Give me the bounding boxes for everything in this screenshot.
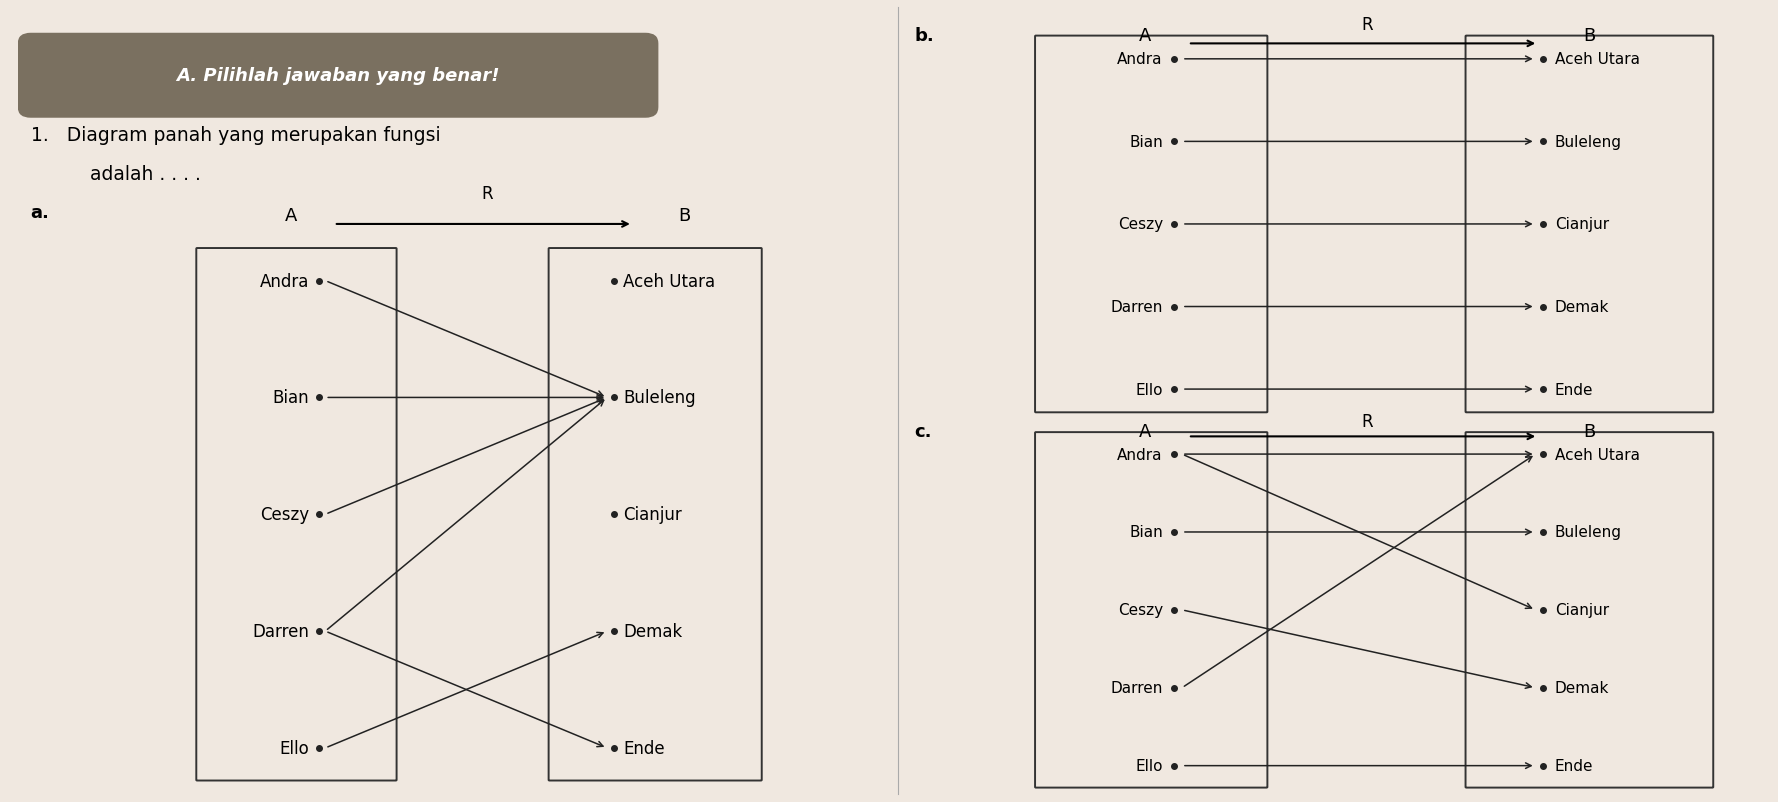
- Text: B: B: [1582, 26, 1595, 45]
- Text: Buleleng: Buleleng: [1554, 525, 1622, 540]
- Text: Buleleng: Buleleng: [622, 389, 695, 407]
- FancyBboxPatch shape: [18, 34, 658, 119]
- Text: Cianjur: Cianjur: [1554, 602, 1609, 618]
- Text: Andra: Andra: [260, 272, 309, 290]
- Text: Andra: Andra: [1117, 52, 1163, 67]
- Text: A. Pilihlah jawaban yang benar!: A. Pilihlah jawaban yang benar!: [176, 67, 500, 85]
- Text: B: B: [677, 207, 690, 225]
- Text: Demak: Demak: [1554, 300, 1609, 314]
- Text: A: A: [284, 207, 297, 225]
- Text: c.: c.: [914, 423, 932, 440]
- Text: A: A: [1140, 423, 1152, 440]
- Text: Cianjur: Cianjur: [622, 505, 683, 524]
- Text: Ello: Ello: [1134, 758, 1163, 773]
- Text: R: R: [482, 184, 493, 202]
- Text: 1.   Diagram panah yang merupakan fungsi: 1. Diagram panah yang merupakan fungsi: [30, 126, 441, 144]
- Text: Andra: Andra: [1117, 447, 1163, 462]
- Text: Demak: Demak: [1554, 680, 1609, 695]
- Text: Ceszy: Ceszy: [1118, 217, 1163, 232]
- Text: Bian: Bian: [1129, 525, 1163, 540]
- Text: Darren: Darren: [1111, 680, 1163, 695]
- Text: Darren: Darren: [1111, 300, 1163, 314]
- Text: Demak: Demak: [622, 622, 683, 640]
- Text: Cianjur: Cianjur: [1554, 217, 1609, 232]
- Text: Aceh Utara: Aceh Utara: [1554, 52, 1639, 67]
- Text: Ende: Ende: [622, 739, 665, 757]
- Text: Darren: Darren: [252, 622, 309, 640]
- Text: Buleleng: Buleleng: [1554, 135, 1622, 150]
- Text: adalah . . . .: adalah . . . .: [91, 164, 201, 184]
- Text: Aceh Utara: Aceh Utara: [622, 272, 715, 290]
- Text: Bian: Bian: [1129, 135, 1163, 150]
- Text: R: R: [1362, 16, 1373, 34]
- Text: Aceh Utara: Aceh Utara: [1554, 447, 1639, 462]
- Text: Ceszy: Ceszy: [260, 505, 309, 524]
- Text: R: R: [1362, 412, 1373, 430]
- Text: Ceszy: Ceszy: [1118, 602, 1163, 618]
- Text: Ello: Ello: [279, 739, 309, 757]
- Text: b.: b.: [914, 26, 935, 45]
- Text: a.: a.: [30, 204, 50, 221]
- Text: Ende: Ende: [1554, 382, 1593, 397]
- Text: Ello: Ello: [1134, 382, 1163, 397]
- Text: B: B: [1582, 423, 1595, 440]
- Text: A: A: [1140, 26, 1152, 45]
- Text: Ende: Ende: [1554, 758, 1593, 773]
- Text: Bian: Bian: [272, 389, 309, 407]
